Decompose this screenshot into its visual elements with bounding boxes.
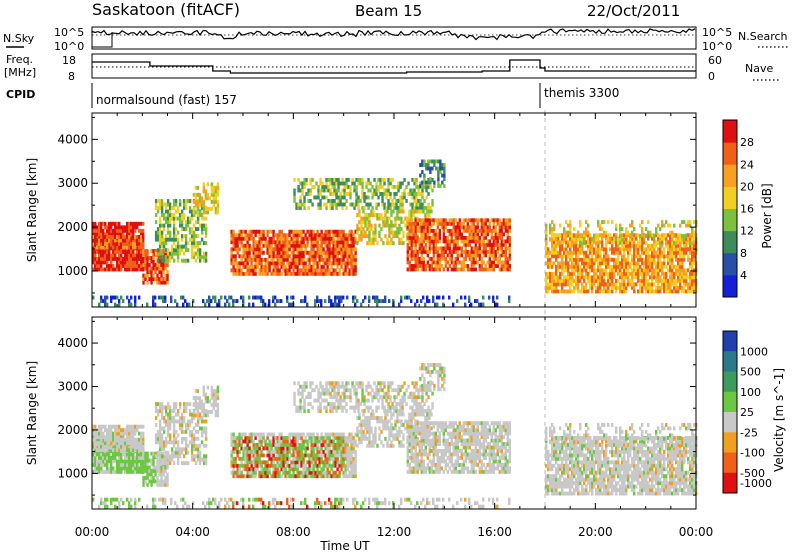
colorbar-swatch <box>723 252 737 276</box>
velocity-ylabel: Slant Range [km] <box>25 361 39 465</box>
nave-tick-bottom: 0 <box>708 70 715 83</box>
colorbar-swatch <box>723 452 737 474</box>
nsky-tick-bottom: 10^0 <box>54 40 84 53</box>
power-data <box>92 159 698 307</box>
velocity-data <box>92 363 698 509</box>
colorbar-swatch <box>723 208 737 232</box>
x-tick-label: 20:00 <box>578 525 613 539</box>
colorbar-swatch <box>723 274 737 298</box>
y-tick-label: 3000 <box>57 176 88 190</box>
power-ylabel: Slant Range [km] <box>25 158 39 262</box>
colorbar-swatch <box>723 391 737 413</box>
colorbar-swatch <box>723 120 737 143</box>
cpid-mode-2: themis 3300 <box>544 86 619 100</box>
velocity-plot: 1000 2000 3000 4000 Slant Range [km] 1000 50… <box>25 316 786 510</box>
colorbar-tick-label: -100 <box>740 447 765 460</box>
nsky-tick-top: 10^5 <box>54 26 84 39</box>
colorbar-tick-label: 20 <box>740 180 754 193</box>
y-tick-label: 2000 <box>57 220 88 234</box>
freq-unit-label: [MHz] <box>4 66 36 79</box>
x-tick-label: 08:00 <box>276 525 311 539</box>
cpid-strip: CPID normalsound (fast) 157 themis 3300 <box>6 83 619 108</box>
colorbar-tick-label: -500 <box>740 467 765 480</box>
x-tick-label: 00:00 <box>75 525 110 539</box>
nsky-series <box>91 28 696 48</box>
y-tick-label: 1000 <box>57 264 88 278</box>
y-tick-label: 4000 <box>57 132 88 146</box>
colorbar-tick-label: -1000 <box>740 477 772 490</box>
power-plot: 1000 2000 3000 4000 Slant Range [km] 4 8 12 16… <box>25 112 774 308</box>
colorbar-tick-label: 1000 <box>740 345 768 358</box>
colorbar-swatch <box>723 351 737 372</box>
colorbar-swatch <box>723 472 737 494</box>
nave-label: Nave <box>745 62 773 75</box>
colorbar-swatch <box>723 230 737 254</box>
colorbar-swatch <box>723 371 737 393</box>
nave-tick-top: 60 <box>708 54 722 67</box>
cpid-mode-1: normalsound (fast) 157 <box>96 93 237 107</box>
station-title: Saskatoon (fitACF) <box>92 0 240 19</box>
y-tick-label: 1000 <box>57 466 88 480</box>
colorbar-tick-label: 28 <box>740 136 754 149</box>
freq-tick-top: 18 <box>62 54 76 67</box>
y-tick-label: 3000 <box>57 380 88 394</box>
colorbar-tick-label: 100 <box>740 386 761 399</box>
colorbar-tick-label: 4 <box>740 269 747 282</box>
colorbar-swatch <box>723 164 737 187</box>
colorbar-tick-label: 500 <box>740 366 761 379</box>
colorbar-tick-label: -25 <box>740 426 758 439</box>
velocity-axes: 1000 2000 3000 4000 <box>57 317 697 509</box>
nsearch-tick-bottom: 10^0 <box>702 40 732 53</box>
time-axis: 00:00 04:00 08:00 12:00 16:00 20:00 00:00 <box>75 525 714 539</box>
x-tick-label: 12:00 <box>377 525 412 539</box>
x-tick-label: 16:00 <box>477 525 512 539</box>
colorbar-swatch <box>723 331 737 352</box>
y-tick-label: 2000 <box>57 423 88 437</box>
colorbar-tick-label: 24 <box>740 158 754 171</box>
colorbar-swatch <box>723 186 737 209</box>
colorbar-swatch <box>723 432 737 453</box>
freq-tick-bottom: 8 <box>68 70 75 83</box>
velocity-colorbar-label: Velocity [m s^-1] <box>772 368 786 472</box>
freq-series <box>92 59 696 509</box>
power-colorbar-label: Power [dB] <box>760 183 774 248</box>
beam-title: Beam 15 <box>355 2 422 20</box>
freq-panel: Freq. [MHz] 18 8 60 0 Nave <box>4 53 780 509</box>
colorbar-swatch <box>723 412 737 433</box>
colorbar-tick-label: 16 <box>740 203 754 216</box>
nsky-panel: N.Sky 10^5 10^0 10^5 10^0 N.Search <box>3 26 788 53</box>
time-axis-label: Time UT <box>319 539 370 553</box>
colorbar-tick-label: 25 <box>740 406 754 419</box>
nsearch-label: N.Search <box>738 30 788 43</box>
colorbar-tick-label: 8 <box>740 247 747 260</box>
nsky-label: N.Sky <box>3 32 35 45</box>
power-colorbar: 4 8 12 16 20 24 28 <box>722 119 754 298</box>
date-title: 22/Oct/2011 <box>587 2 680 20</box>
velocity-colorbar: 1000 500 100 25 -25 -100 -500-1000 <box>722 330 772 494</box>
y-tick-label: 4000 <box>57 336 88 350</box>
colorbar-swatch <box>723 142 737 165</box>
colorbar-tick-label: 12 <box>740 225 754 238</box>
x-tick-label: 04:00 <box>175 525 210 539</box>
x-tick-label: 00:00 <box>679 525 714 539</box>
power-axes: 1000 2000 3000 4000 <box>57 113 697 307</box>
cpid-label: CPID <box>6 88 35 101</box>
nsearch-tick-top: 10^5 <box>702 26 732 39</box>
freq-label: Freq. <box>6 53 33 66</box>
